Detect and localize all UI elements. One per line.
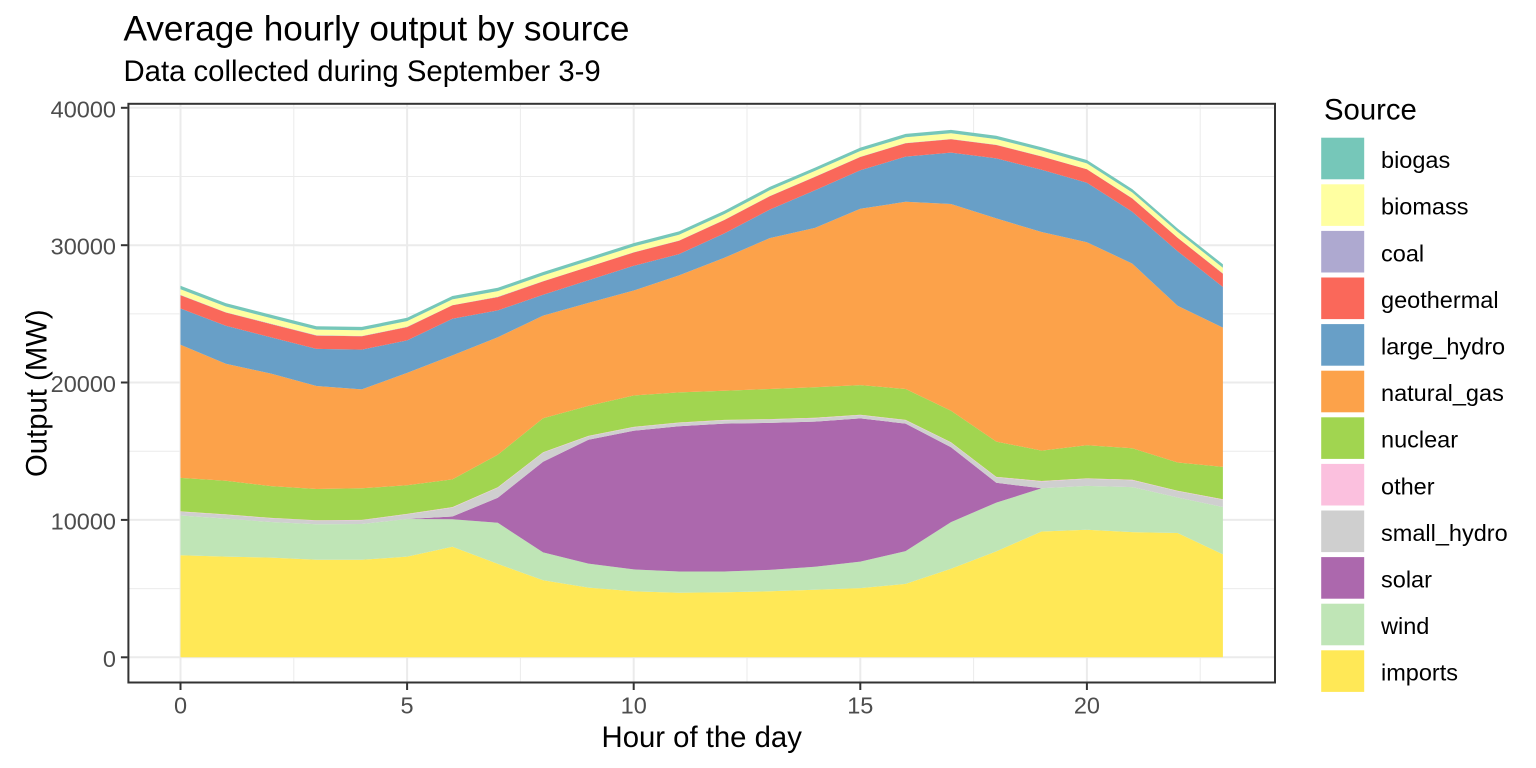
svg-text:0: 0 <box>103 646 116 672</box>
svg-text:40000: 40000 <box>51 96 116 122</box>
svg-text:20000: 20000 <box>51 371 116 397</box>
svg-text:nuclear: nuclear <box>1381 427 1458 453</box>
svg-text:Data collected during Septembe: Data collected during September 3-9 <box>124 55 601 88</box>
svg-text:geothermal: geothermal <box>1381 287 1499 313</box>
svg-text:20: 20 <box>1074 693 1100 719</box>
svg-text:10000: 10000 <box>51 508 116 534</box>
svg-text:Hour of the day: Hour of the day <box>602 721 803 754</box>
svg-text:30000: 30000 <box>51 234 116 260</box>
svg-text:coal: coal <box>1381 240 1424 266</box>
svg-text:biogas: biogas <box>1381 147 1450 173</box>
svg-text:solar: solar <box>1381 567 1432 593</box>
svg-text:15: 15 <box>847 693 873 719</box>
svg-text:0: 0 <box>174 693 187 719</box>
svg-text:5: 5 <box>401 693 414 719</box>
svg-text:Source: Source <box>1324 94 1417 127</box>
svg-text:natural_gas: natural_gas <box>1381 380 1504 406</box>
svg-text:imports: imports <box>1381 660 1458 686</box>
svg-text:10: 10 <box>621 693 647 719</box>
svg-text:wind: wind <box>1380 613 1429 639</box>
svg-text:biomass: biomass <box>1381 194 1469 220</box>
svg-text:other: other <box>1381 473 1435 499</box>
svg-text:large_hydro: large_hydro <box>1381 334 1505 360</box>
svg-text:Output (MW): Output (MW) <box>21 309 54 477</box>
svg-text:small_hydro: small_hydro <box>1381 520 1508 546</box>
svg-text:Average hourly output by sourc: Average hourly output by source <box>124 10 630 49</box>
